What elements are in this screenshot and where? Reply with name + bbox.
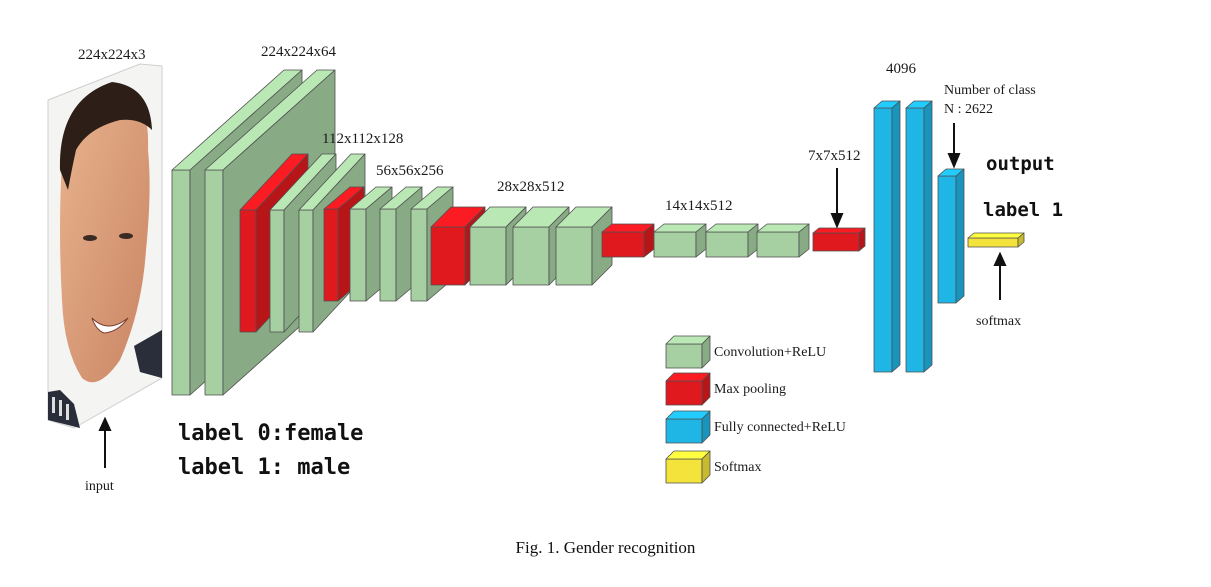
legend-swatch-fc	[665, 410, 711, 444]
fc2	[905, 100, 933, 373]
input-label: input	[85, 479, 114, 494]
stage-dims-5: 14x14x512	[665, 198, 733, 214]
layer-blocks	[171, 69, 1025, 396]
legend-swatch-conv	[665, 335, 711, 369]
legend-item-conv: Convolution+ReLU	[665, 335, 826, 369]
fc3	[937, 168, 965, 304]
stage-dims-4: 28x28x512	[497, 179, 565, 195]
legend-cube-fc	[665, 410, 711, 444]
legend-cube-pool	[665, 372, 711, 406]
legend-text-pool: Max pooling	[714, 382, 786, 397]
num-classes-line1: Number of class	[944, 83, 1036, 98]
stage-dims-2: 112x112x128	[322, 131, 403, 147]
softmax-label: softmax	[976, 314, 1021, 329]
conv5-b	[705, 223, 759, 258]
output-title: output	[986, 153, 1055, 175]
legend-text-fc: Fully connected+ReLU	[714, 420, 846, 435]
output-text: output label 1	[983, 153, 1063, 221]
arrows	[98, 123, 1007, 468]
fc1	[873, 100, 901, 373]
legend-item-fc: Fully connected+ReLU	[665, 410, 846, 444]
stage-dims-1: 224x224x64	[261, 44, 337, 60]
legend-text-conv: Convolution+ReLU	[714, 345, 826, 360]
stage-dims-6: 7x7x512	[808, 148, 861, 164]
pool5	[812, 227, 866, 252]
legend-item-softmax: Softmax	[665, 450, 761, 484]
legend: Convolution+ReLU Max pooling Fully conne…	[665, 335, 846, 484]
input-face-image	[47, 63, 163, 429]
dimension-labels: 224x224x3 input 224x224x64 112x112x128 5…	[78, 44, 1036, 494]
pool4	[601, 223, 655, 258]
conv5-c	[756, 223, 810, 258]
class-label-male: label 1: male	[178, 455, 350, 480]
legend-swatch-pool	[665, 372, 711, 406]
figure-caption: Fig. 1. Gender recognition	[515, 538, 696, 557]
input-dims-label: 224x224x3	[78, 47, 146, 63]
conv5-a	[653, 223, 707, 258]
fc-dims-label: 4096	[886, 61, 917, 77]
legend-cube-soft	[665, 450, 711, 484]
legend-text-softmax: Softmax	[714, 460, 761, 475]
stage-dims-3: 56x56x256	[376, 163, 444, 179]
num-classes-line2: N : 2622	[944, 102, 993, 117]
legend-item-pool: Max pooling	[665, 372, 786, 406]
softmax-bar	[967, 232, 1025, 248]
legend-swatch-softmax	[665, 450, 711, 484]
output-label: label 1	[983, 199, 1063, 221]
class-label-female: label 0:female	[178, 421, 363, 446]
class-labels: label 0:female label 1: male	[178, 421, 363, 480]
legend-cube-conv	[665, 335, 711, 369]
